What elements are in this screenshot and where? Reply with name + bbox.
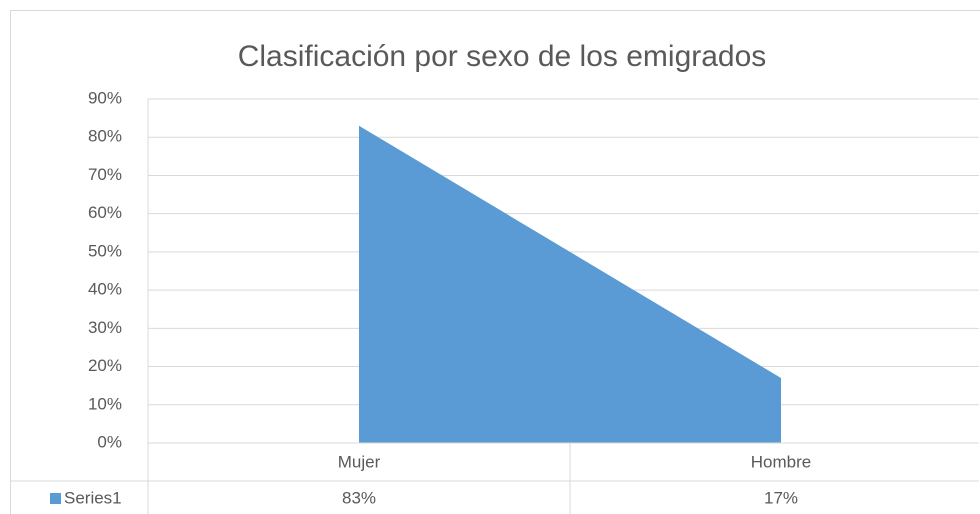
- y-tick-label: 10%: [88, 394, 122, 413]
- y-tick-label: 80%: [88, 127, 122, 146]
- y-tick-label: 0%: [97, 432, 122, 451]
- x-tick-label: Mujer: [338, 452, 381, 471]
- x-tick-label: Hombre: [751, 452, 811, 471]
- y-tick-label: 60%: [88, 203, 122, 222]
- data-table-value: 83%: [342, 488, 376, 507]
- y-tick-label: 90%: [88, 88, 122, 107]
- legend-key: [50, 493, 61, 504]
- chart-title: Clasificación por sexo de los emigrados: [238, 40, 767, 73]
- area: [359, 125, 781, 443]
- y-tick-label: 30%: [88, 318, 122, 337]
- y-tick-label: 20%: [88, 356, 122, 375]
- data-table-value: 17%: [764, 488, 798, 507]
- legend-label: Series1: [64, 488, 122, 507]
- y-tick-label: 70%: [88, 165, 122, 184]
- y-tick-label: 50%: [88, 241, 122, 260]
- y-tick-label: 40%: [88, 280, 122, 299]
